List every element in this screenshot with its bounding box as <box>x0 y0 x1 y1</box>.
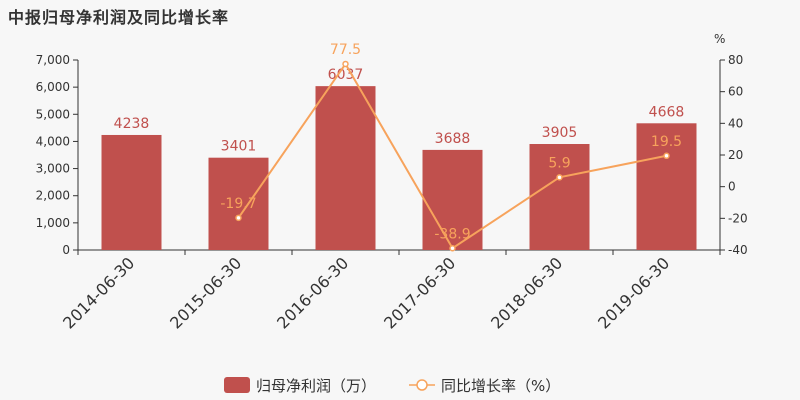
bar <box>636 123 697 250</box>
left-tick-label: 4,000 <box>36 134 70 148</box>
legend-line-marker <box>416 379 428 391</box>
bar-data-label: 3905 <box>542 125 578 141</box>
line-point <box>556 174 563 181</box>
bar-data-label: 4238 <box>114 116 150 132</box>
right-axis-unit: % <box>714 32 725 46</box>
line-point <box>449 245 456 252</box>
x-tick-label: 2016-06-30 <box>273 253 352 332</box>
right-tick-label: 20 <box>728 148 743 162</box>
chart-title: 中报归母净利润及同比增长率 <box>8 8 230 27</box>
right-tick-label: -20 <box>728 211 748 225</box>
right-tick-label: 60 <box>728 85 743 99</box>
line-data-label: 19.5 <box>651 134 682 150</box>
line-data-label: 77.5 <box>330 42 361 58</box>
line-data-label: -38.9 <box>434 226 470 242</box>
bar <box>101 134 162 250</box>
left-tick-label: 3,000 <box>36 162 70 176</box>
right-tick-label: -40 <box>728 243 748 257</box>
right-tick-label: 80 <box>728 53 743 67</box>
bar-data-label: 4668 <box>649 104 685 120</box>
left-tick-label: 7,000 <box>36 53 70 67</box>
legend-bar-swatch <box>224 377 250 393</box>
bar-data-label: 3688 <box>435 131 471 147</box>
left-tick-label: 1,000 <box>36 216 70 230</box>
x-tick-label: 2014-06-30 <box>59 253 138 332</box>
left-tick-label: 0 <box>62 243 70 257</box>
x-tick-label: 2019-06-30 <box>594 253 673 332</box>
right-tick-label: 40 <box>728 116 743 130</box>
line-data-label: -19.7 <box>220 196 256 212</box>
left-tick-label: 2,000 <box>36 189 70 203</box>
x-tick-label: 2017-06-30 <box>380 253 459 332</box>
line-data-label: 5.9 <box>548 155 570 171</box>
right-tick-label: 0 <box>728 180 736 194</box>
line-point <box>235 214 242 222</box>
bar <box>208 157 269 250</box>
bar-data-label: 3401 <box>221 139 257 155</box>
left-tick-label: 6,000 <box>36 80 70 94</box>
x-tick-label: 2015-06-30 <box>166 253 245 332</box>
bar <box>422 149 483 250</box>
x-tick-label: 2018-06-30 <box>487 253 566 332</box>
legend-bar-label: 归母净利润（万） <box>256 377 376 395</box>
line-point <box>663 152 670 160</box>
legend-line-label: 同比增长率（%） <box>441 377 560 395</box>
line-point <box>342 60 349 68</box>
bar <box>315 86 376 250</box>
bar <box>529 144 590 250</box>
left-tick-label: 5,000 <box>36 107 70 121</box>
